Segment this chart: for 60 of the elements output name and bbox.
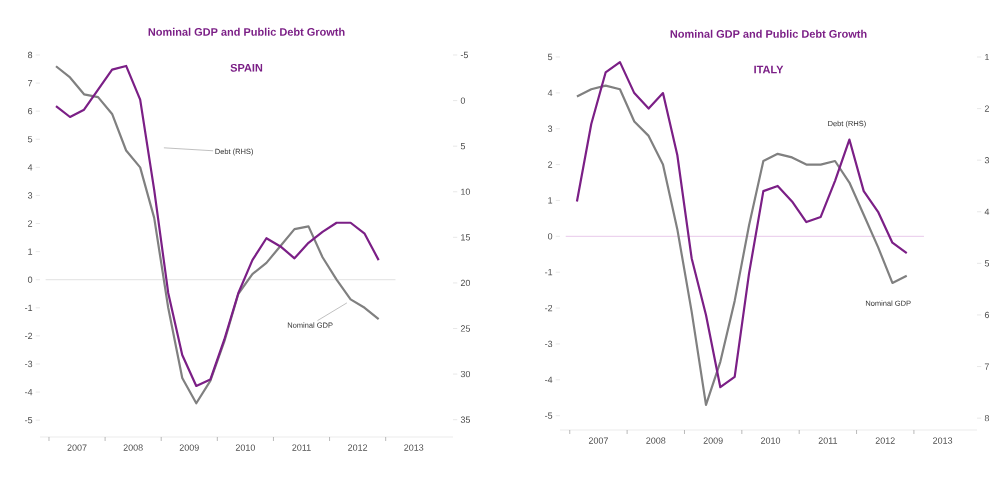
y-tick-label: -1 (25, 304, 33, 311)
y2-tick-label: 20 (460, 279, 471, 287)
y-tick-label: -2 (545, 304, 553, 312)
y-tick-label: -5 (545, 412, 553, 419)
y-tick-label: 1 (28, 248, 33, 255)
x-tick-label: 2013 (933, 437, 953, 444)
y2-tick-label: 2 (984, 105, 989, 112)
y2-tick-label: 25 (460, 325, 471, 332)
x-tick-label: 2013 (404, 444, 424, 451)
y2-tick-label: 6 (984, 311, 990, 319)
y2-tick-label: 30 (460, 370, 471, 378)
y-tick-label: 0 (547, 233, 553, 240)
y-tick-label: -4 (25, 388, 33, 396)
chart-title: Nominal GDP and Public Debt Growth (670, 29, 867, 38)
y-tick-label: 4 (547, 89, 553, 96)
y2-tick-label: 1 (985, 53, 989, 61)
y2-tick-label: 4 (984, 208, 990, 215)
x-tick-label: 2007 (588, 437, 608, 444)
y-tick-label: 2 (548, 161, 553, 168)
x-tick-label: 2010 (761, 437, 781, 444)
text: SPAIN (230, 63, 263, 72)
x-tick-label: 2007 (67, 444, 87, 451)
x-tick-label: 2011 (292, 444, 311, 451)
y-tick-label: 6 (28, 107, 33, 115)
y-tick-label: 1 (548, 197, 553, 204)
y-tick-label: 8 (27, 51, 33, 59)
x-tick-label: 2008 (646, 437, 666, 444)
x-tick-label: 2009 (179, 444, 199, 451)
y-tick-label: 2 (28, 220, 33, 227)
x-tick-label: 2010 (235, 444, 256, 451)
y-tick-label: -5 (25, 417, 33, 424)
y-tick-label: 0 (27, 276, 33, 283)
y2-tick-label: 0 (460, 97, 466, 104)
y-tick-label: 3 (27, 192, 33, 199)
y2-tick-label: 15 (461, 234, 471, 241)
y2-tick-label: 7 (984, 363, 989, 370)
y-tick-label: -1 (545, 269, 553, 276)
y-tick-label: 5 (547, 53, 553, 61)
y2-tick-label: 35 (460, 416, 471, 423)
x-tick-label: 2012 (875, 437, 895, 444)
chart-title: Nominal GDP and Public Debt Growth (148, 27, 345, 36)
x-tick-label: 2008 (123, 444, 143, 451)
text: ITALY (754, 65, 784, 74)
y-tick-label: 3 (547, 125, 553, 132)
x-tick-label: 2011 (818, 437, 838, 444)
y2-tick-label: 3 (984, 157, 990, 164)
y-tick-label: -4 (545, 376, 553, 383)
y2-tick-label: 5 (460, 143, 466, 150)
x-tick-label: 2012 (348, 444, 368, 451)
y-tick-label: -2 (25, 332, 33, 340)
y2-tick-label: 10 (461, 188, 471, 195)
y-tick-label: 4 (27, 164, 33, 171)
y2-tick-label: 8 (984, 414, 990, 422)
y2-tick-label: -5 (460, 51, 469, 59)
y2-tick-label: 5 (984, 260, 990, 267)
y-tick-label: 7 (28, 80, 33, 87)
y-tick-label: -3 (25, 360, 33, 368)
y-tick-label: 5 (27, 136, 33, 143)
x-tick-label: 2009 (703, 437, 723, 444)
y-tick-label: -3 (545, 340, 553, 348)
